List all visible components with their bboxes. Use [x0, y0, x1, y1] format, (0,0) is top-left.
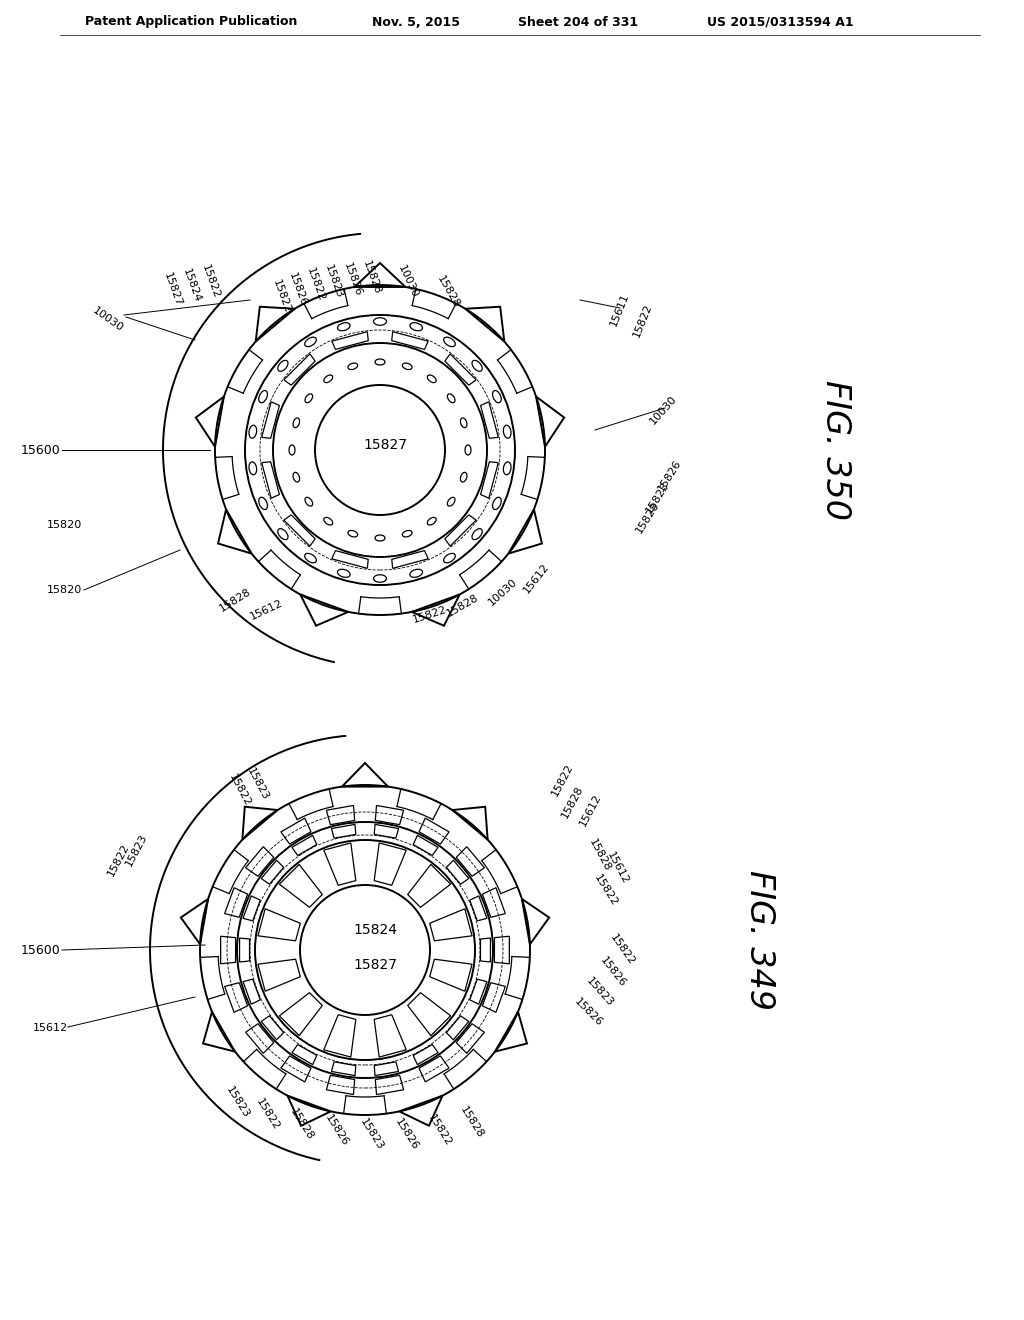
Text: 15611: 15611 [609, 292, 631, 329]
Text: 15827: 15827 [353, 958, 397, 972]
Text: 15822: 15822 [593, 873, 620, 908]
Text: 15828: 15828 [635, 499, 662, 535]
Text: 15612: 15612 [605, 850, 631, 886]
Text: 15828: 15828 [217, 586, 253, 614]
Text: 15822: 15822 [412, 605, 449, 626]
Text: 15823: 15823 [358, 1117, 386, 1151]
Text: 10030: 10030 [486, 577, 519, 607]
Text: 15826: 15826 [572, 997, 604, 1028]
Text: 15822: 15822 [608, 933, 636, 968]
Text: 15828: 15828 [588, 837, 612, 873]
Text: 15822: 15822 [105, 842, 131, 878]
Text: 15822: 15822 [227, 772, 253, 808]
Text: 15823: 15823 [585, 975, 615, 1008]
Text: Sheet 204 of 331: Sheet 204 of 331 [518, 16, 638, 29]
Text: 15826: 15826 [288, 272, 308, 309]
Text: 15823: 15823 [123, 832, 148, 869]
Text: 15828: 15828 [559, 784, 585, 820]
Text: 15826: 15826 [598, 956, 628, 989]
Text: 10030: 10030 [647, 393, 679, 426]
Text: 15823: 15823 [324, 264, 345, 300]
Text: 15823: 15823 [246, 766, 270, 803]
Text: 15826: 15826 [393, 1117, 421, 1151]
Text: 15612: 15612 [248, 598, 284, 622]
Text: 15828: 15828 [289, 1106, 315, 1142]
Text: 15828: 15828 [361, 260, 383, 296]
Text: 15612: 15612 [33, 1023, 68, 1034]
Text: Nov. 5, 2015: Nov. 5, 2015 [372, 16, 460, 29]
Text: 10030: 10030 [90, 306, 125, 334]
Text: 15826: 15826 [324, 1113, 350, 1147]
Text: US 2015/0313594 A1: US 2015/0313594 A1 [707, 16, 854, 29]
Text: 15600: 15600 [20, 444, 60, 457]
Text: 15826: 15826 [342, 261, 364, 298]
Text: 15827: 15827 [162, 272, 183, 309]
Text: 10030: 10030 [396, 264, 420, 300]
Text: 15824: 15824 [181, 268, 203, 305]
Text: 15828: 15828 [459, 1105, 485, 1139]
Text: 15612: 15612 [521, 561, 551, 595]
Text: 15822: 15822 [201, 264, 222, 301]
Text: 15822: 15822 [254, 1097, 282, 1131]
Text: 15820: 15820 [47, 585, 82, 595]
Text: FIG. 350: FIG. 350 [818, 380, 852, 520]
Text: Patent Application Publication: Patent Application Publication [85, 16, 297, 29]
Text: 15828: 15828 [445, 593, 481, 619]
Text: 15822: 15822 [632, 302, 654, 338]
Text: 15826: 15826 [656, 458, 684, 492]
Text: 15822: 15822 [549, 762, 574, 799]
Text: 15822: 15822 [271, 279, 293, 315]
Text: 15820: 15820 [47, 520, 82, 531]
Text: 15823: 15823 [224, 1085, 252, 1119]
Text: 15824: 15824 [353, 923, 397, 937]
Text: 15612: 15612 [578, 792, 603, 828]
Text: 15828: 15828 [435, 275, 461, 310]
Text: 15822: 15822 [426, 1113, 454, 1147]
Text: FIG. 349: FIG. 349 [743, 870, 776, 1010]
Text: 15827: 15827 [362, 438, 407, 451]
Text: 15822: 15822 [305, 267, 327, 304]
Text: 15823: 15823 [644, 479, 672, 515]
Text: 15600: 15600 [20, 944, 60, 957]
